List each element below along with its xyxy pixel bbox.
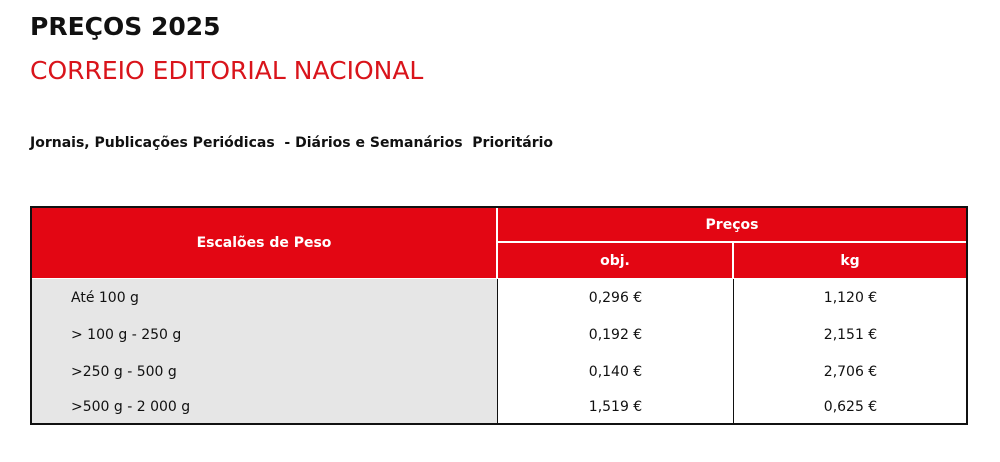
price-cell: 0,192 €	[497, 316, 733, 353]
header-cell: obj.	[497, 242, 733, 279]
subtitle: CORREIO EDITORIAL NACIONAL	[30, 56, 424, 85]
weight-cell: Até 100 g	[31, 279, 497, 316]
header-cell: kg	[733, 242, 967, 279]
title: PREÇOS 2025	[30, 12, 221, 41]
price-cell: 1,519 €	[497, 390, 733, 424]
weight-cell: > 100 g - 250 g	[31, 316, 497, 353]
weight-cell: >250 g - 500 g	[31, 353, 497, 390]
price-cell: 0,296 €	[497, 279, 733, 316]
price-cell: 0,140 €	[497, 353, 733, 390]
header-cell: Escalões de Peso	[31, 207, 497, 279]
weight-cell: >500 g - 2 000 g	[31, 390, 497, 424]
price-cell: 0,625 €	[733, 390, 967, 424]
price-cell: 2,706 €	[733, 353, 967, 390]
description: Jornais, Publicações Periódicas - Diário…	[30, 135, 554, 151]
price-cell: 1,120 €	[733, 279, 967, 316]
header-cell: Preços	[497, 207, 967, 242]
price-cell: 2,151 €	[733, 316, 967, 353]
